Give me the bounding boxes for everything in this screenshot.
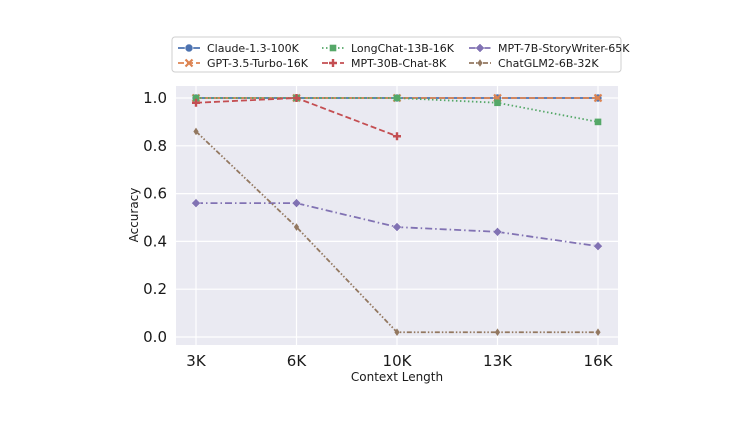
data-point bbox=[293, 223, 300, 231]
x-tick-labels: 3K 6K 10K 13K 16K bbox=[186, 352, 613, 370]
data-point bbox=[192, 98, 200, 107]
legend-label: MPT-7B-StoryWriter-65K bbox=[498, 42, 630, 55]
data-point bbox=[192, 94, 200, 102]
data-point bbox=[594, 118, 602, 126]
legend-item: ChatGLM2-6B-32K bbox=[469, 57, 599, 70]
x-tick-label: 6K bbox=[287, 352, 308, 370]
data-point bbox=[494, 99, 501, 107]
legend-item: MPT-30B-Chat-8K bbox=[322, 57, 447, 70]
legend-marker bbox=[475, 43, 485, 53]
legend-marker bbox=[184, 43, 194, 53]
legend-marker bbox=[329, 59, 337, 67]
legend-item: Claude-1.3-100K bbox=[178, 42, 300, 55]
series-5 bbox=[193, 127, 601, 337]
y-axis-label: Accuracy bbox=[127, 188, 141, 243]
data-point bbox=[393, 94, 401, 102]
data-point bbox=[593, 93, 603, 103]
legend-marker bbox=[184, 58, 194, 68]
y-tick-label: 1.0 bbox=[143, 89, 167, 107]
legend-marker bbox=[477, 59, 483, 67]
legend-item: GPT-3.5-Turbo-16K bbox=[178, 57, 309, 70]
x-tick-label: 3K bbox=[186, 352, 207, 370]
legend-item: MPT-7B-StoryWriter-65K bbox=[469, 42, 630, 55]
data-point bbox=[393, 132, 401, 141]
data-point bbox=[193, 127, 199, 136]
data-point bbox=[595, 328, 601, 337]
x-tick-label: 10K bbox=[383, 352, 413, 370]
legend: Claude-1.3-100K GPT-3.5-Turbo-16K LongChat… bbox=[171, 36, 630, 73]
series-3 bbox=[192, 94, 401, 141]
data-point bbox=[492, 226, 503, 237]
y-tick-label: 0.4 bbox=[143, 232, 167, 250]
legend-marker bbox=[329, 44, 337, 52]
y-tick-label: 0.0 bbox=[143, 328, 167, 346]
series-layer bbox=[191, 93, 603, 337]
data-point bbox=[494, 328, 501, 337]
data-point bbox=[394, 328, 400, 337]
data-point bbox=[392, 222, 402, 232]
x-axis-label: Context Length bbox=[351, 370, 443, 384]
legend-label: Claude-1.3-100K bbox=[207, 42, 300, 55]
y-tick-label: 0.6 bbox=[143, 185, 167, 203]
data-point bbox=[191, 198, 201, 209]
legend-label: GPT-3.5-Turbo-16K bbox=[207, 57, 309, 70]
data-point bbox=[291, 198, 302, 209]
legend-label: LongChat-13B-16K bbox=[351, 42, 455, 55]
data-point bbox=[593, 241, 603, 252]
legend-box bbox=[171, 36, 622, 73]
legend-label: MPT-30B-Chat-8K bbox=[351, 57, 447, 70]
x-tick-label: 13K bbox=[483, 352, 513, 370]
legend-item: LongChat-13B-16K bbox=[322, 42, 455, 55]
y-tick-label: 0.2 bbox=[143, 280, 167, 298]
x-tick-label: 16K bbox=[584, 352, 614, 370]
y-tick-label: 0.8 bbox=[143, 137, 167, 155]
data-point bbox=[292, 94, 301, 102]
series-4 bbox=[191, 198, 603, 252]
legend-label: ChatGLM2-6B-32K bbox=[498, 57, 599, 70]
y-tick-labels: 0.0 0.2 0.4 0.6 0.8 1.0 bbox=[143, 89, 167, 346]
